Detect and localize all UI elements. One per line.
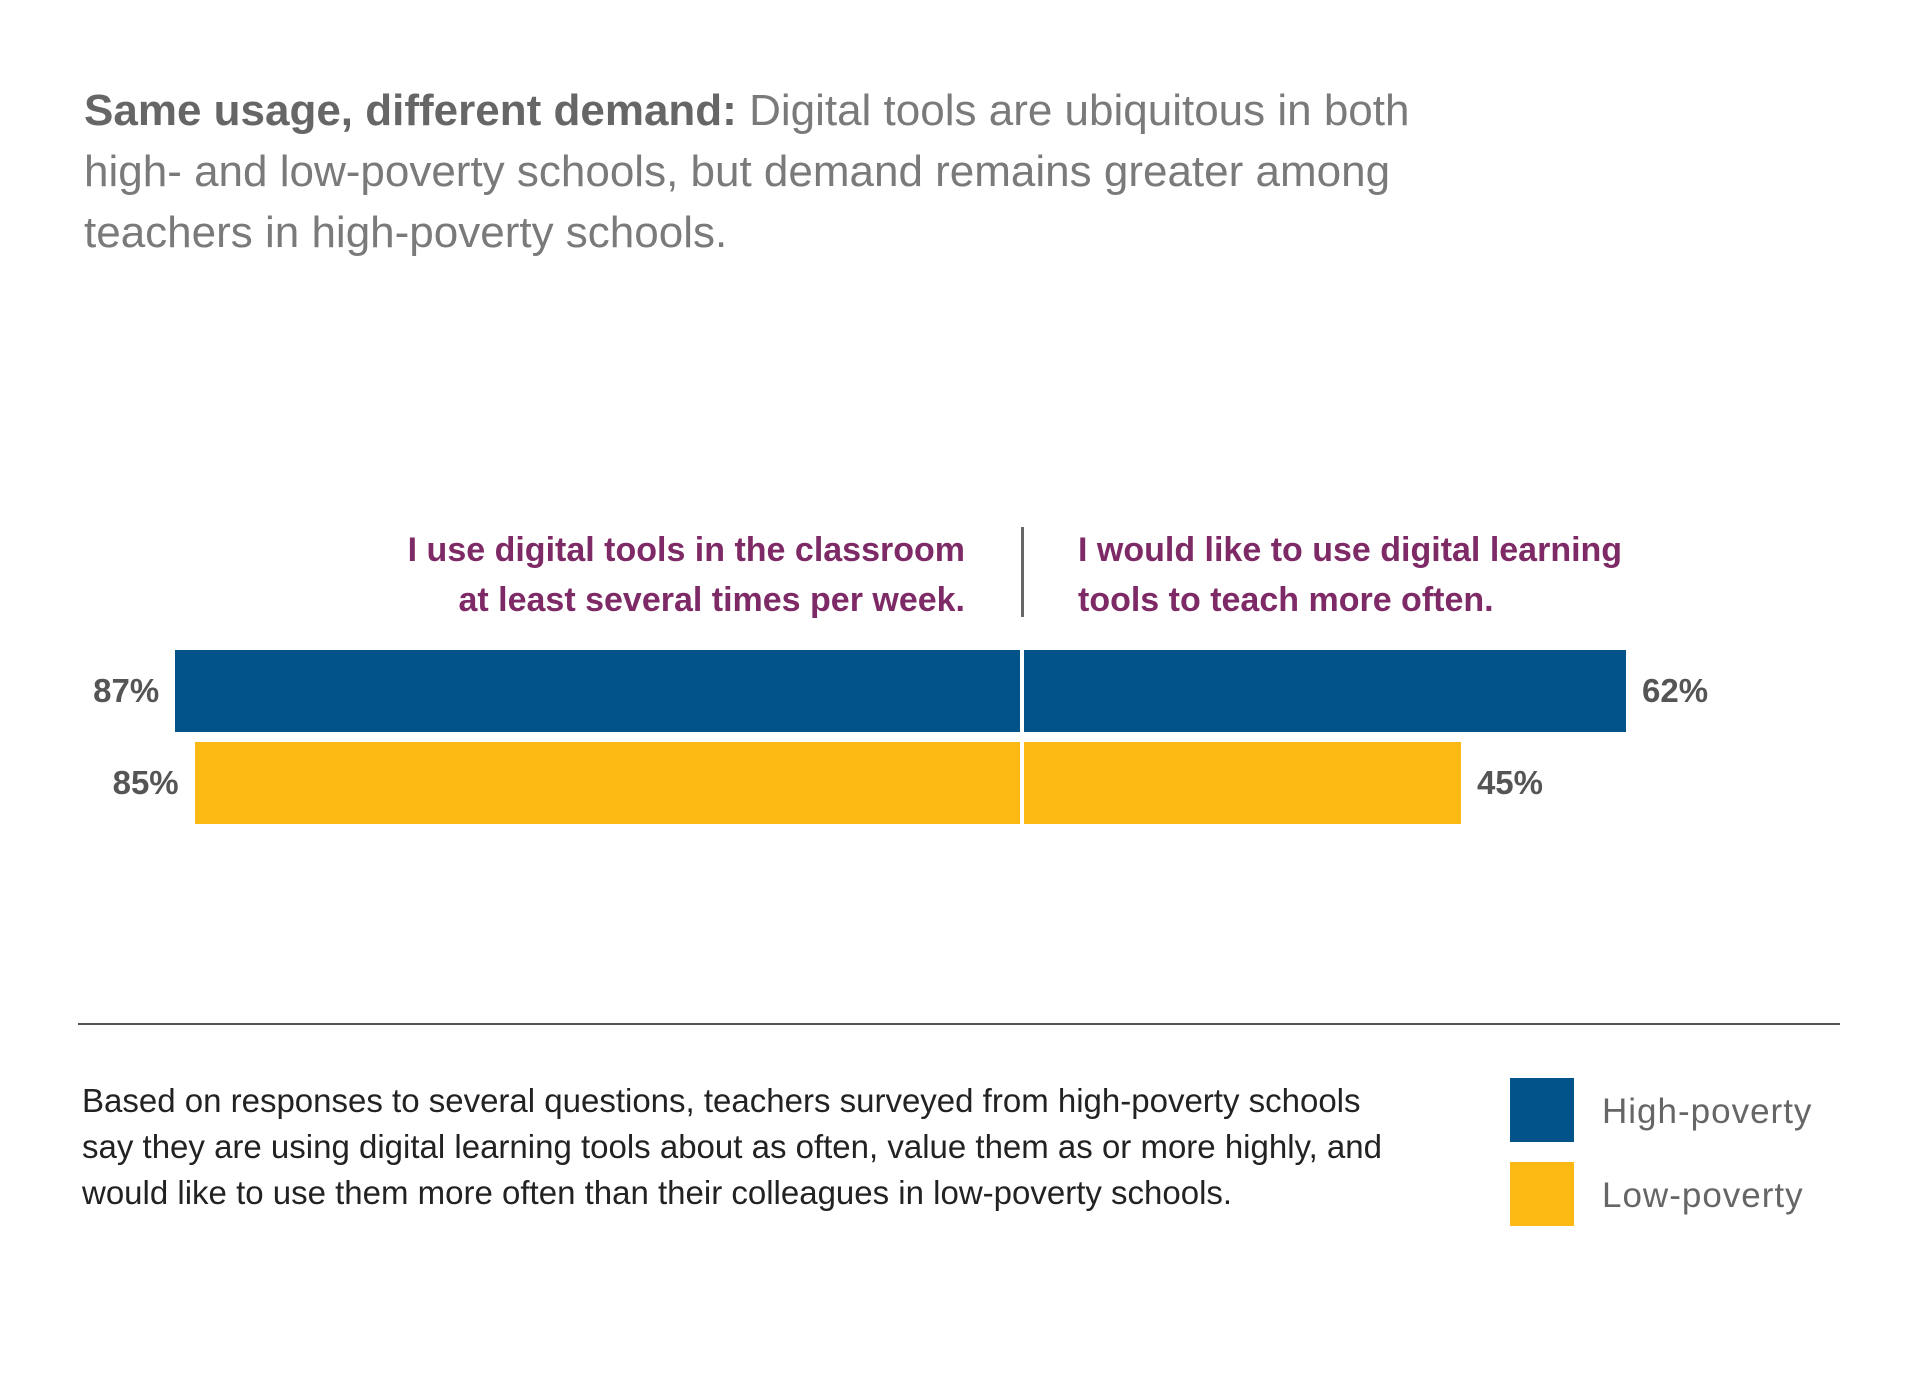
question-label-usage-line-2: at least several times per week.: [458, 581, 965, 619]
bar-usage-low-poverty: [194, 742, 1020, 824]
question-label-usage: I use digital tools in the classroom at …: [325, 525, 965, 625]
legend-swatch-high-poverty: [1510, 1078, 1574, 1142]
headline-lead: Same usage, different demand:: [84, 86, 737, 135]
bar-demand-low-poverty: [1024, 742, 1461, 824]
bar-usage-high-poverty: [175, 650, 1020, 732]
value-label-demand-high-poverty: 62%: [1642, 672, 1709, 709]
question-label-demand: I would like to use digital learning too…: [1078, 525, 1718, 625]
value-label-usage-low-poverty: 85%: [112, 764, 179, 801]
headline-text: Digital tools are ubiquitous in both hig…: [84, 86, 1410, 257]
center-divider: [1021, 527, 1024, 617]
question-label-demand-line-2: tools to teach more often.: [1078, 581, 1494, 619]
question-label-usage-line-1: I use digital tools in the classroom: [407, 531, 965, 569]
legend-label-high-poverty: High-poverty: [1602, 1092, 1813, 1131]
bar-demand-high-poverty: [1024, 650, 1627, 732]
headline: Same usage, different demand: Digital to…: [84, 80, 1484, 263]
value-label-demand-low-poverty: 45%: [1476, 764, 1543, 801]
legend-swatch-low-poverty: [1510, 1162, 1574, 1226]
value-label-usage-high-poverty: 87%: [93, 672, 160, 709]
divider-rule: [78, 1023, 1840, 1025]
footnote: Based on responses to several questions,…: [82, 1082, 1382, 1211]
legend-label-low-poverty: Low-poverty: [1602, 1176, 1804, 1215]
question-label-demand-line-1: I would like to use digital learning: [1078, 531, 1623, 569]
